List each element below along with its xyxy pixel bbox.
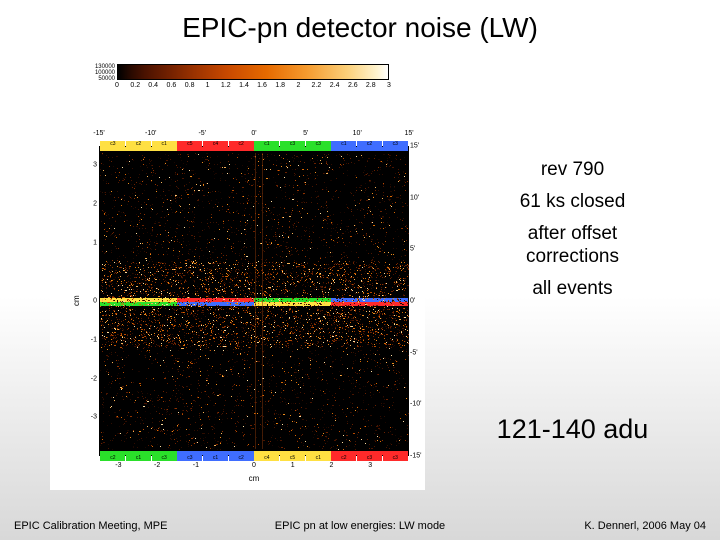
rev-label: rev 790 xyxy=(470,158,675,182)
right-axis-arcmin: 15'10'5'0'-5'-10'-15' xyxy=(410,146,426,456)
colorbar-y-ticks: 130000 100000 50000 xyxy=(85,64,115,82)
annotation-list: rev 790 61 ks closed after offset correc… xyxy=(470,158,675,309)
colorbar-x-ticks: 00.20.40.60.811.21.41.61.822.22.42.62.83 xyxy=(117,82,389,96)
slide-title: EPIC-pn detector noise (LW) xyxy=(0,0,720,44)
adu-range-label: 121-140 adu xyxy=(460,414,685,445)
corrections-label: after offset corrections xyxy=(470,222,675,270)
detector-figure: 130000 100000 50000 00.20.40.60.811.21.4… xyxy=(50,58,425,490)
colorbar: 130000 100000 50000 00.20.40.60.811.21.4… xyxy=(85,64,405,112)
detector-image: c3c2c1c5c4c2c1c3c3c1c2c3 c2c1c3c3c1c2c4c… xyxy=(99,146,409,456)
exposure-label: 61 ks closed xyxy=(470,190,675,214)
ccd-labels-bottom: c2c1c3c3c1c2c4c5c1c2c3c3 xyxy=(100,455,408,461)
events-label: all events xyxy=(470,277,675,301)
y-axis-label: cm xyxy=(72,146,82,456)
footer-right: K. Dennerl, 2006 May 04 xyxy=(584,520,706,532)
x-axis-label: cm xyxy=(99,474,409,483)
left-axis-cm: 3210-1-2-3 xyxy=(82,146,97,456)
colorbar-gradient xyxy=(117,64,389,80)
quadrant-strip-top xyxy=(100,147,408,151)
